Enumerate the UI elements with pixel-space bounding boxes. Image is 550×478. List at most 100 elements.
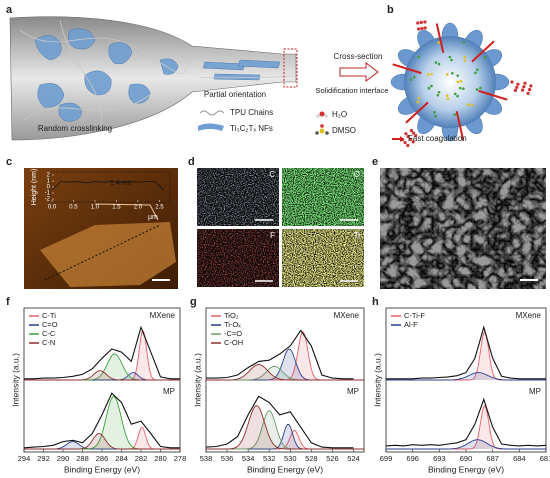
molecule xyxy=(409,128,414,133)
arrow xyxy=(471,40,495,63)
x-tick-label: 528 xyxy=(305,454,318,463)
x-tick-label: 536 xyxy=(221,454,234,463)
molecule xyxy=(479,86,482,90)
axis-title: Binding Energy (eV) xyxy=(428,464,504,474)
molecule xyxy=(417,55,421,59)
fit-component xyxy=(206,423,364,450)
spectrum xyxy=(205,395,354,449)
molecule xyxy=(458,86,462,90)
x-tick-label: 693 xyxy=(433,454,446,463)
x-tick-label: 286 xyxy=(96,454,109,463)
x-tick-label: 684 xyxy=(513,454,526,463)
legend-label: C-Ti xyxy=(42,311,56,320)
x-tick-label: 278 xyxy=(174,454,187,463)
x-tick-label: 538 xyxy=(200,454,213,463)
molecule xyxy=(417,96,421,100)
x-tick-label: 690 xyxy=(460,454,473,463)
annotation: 1.4 nm xyxy=(110,180,132,187)
fit-component xyxy=(386,372,546,381)
molecule xyxy=(437,41,441,44)
axis-title: Binding Energy (eV) xyxy=(64,464,140,474)
molecule xyxy=(515,85,519,89)
molecule xyxy=(417,27,421,31)
spectrum-label: MP xyxy=(529,387,541,396)
molecule xyxy=(456,94,459,98)
molecule xyxy=(416,100,420,104)
molecule xyxy=(467,103,470,106)
arrow xyxy=(478,89,508,101)
x-tick-label: 1.5 xyxy=(112,205,121,211)
axis-title: Intensity (a.u.) xyxy=(10,353,20,407)
x-tick-label: 699 xyxy=(380,454,393,463)
axis-title: Intensity (a.u.) xyxy=(372,353,382,407)
molecule xyxy=(434,114,437,118)
fit-component xyxy=(24,433,180,450)
legend-icon xyxy=(199,110,225,116)
molecule xyxy=(406,143,410,148)
annotation: Partial orientation xyxy=(204,90,266,99)
molecule xyxy=(529,84,533,88)
spectrum-label: MXene xyxy=(516,311,542,320)
molecule xyxy=(451,72,454,75)
molecule xyxy=(430,84,433,88)
map-label: F xyxy=(270,231,275,240)
legend-label: C-OH xyxy=(224,338,243,347)
x-tick-label: 2.5 xyxy=(155,205,164,211)
molecule xyxy=(476,68,479,72)
x-tick-label: 524 xyxy=(347,454,360,463)
flake-edge xyxy=(94,203,159,221)
molecule xyxy=(527,88,532,92)
x-tick-label: 292 xyxy=(37,454,50,463)
x-tick-label: 530 xyxy=(284,454,297,463)
x-tick-label: 2.0 xyxy=(134,205,143,211)
molecule xyxy=(437,62,441,66)
tpu-chains xyxy=(19,19,295,131)
molecule xyxy=(445,94,449,98)
profile-line xyxy=(44,224,161,281)
eds-maps: C O F Ti xyxy=(197,168,364,287)
panel-label: b xyxy=(387,4,394,16)
molecule xyxy=(462,87,465,91)
sphere xyxy=(390,20,533,148)
molecule xyxy=(408,137,413,141)
sem-texture xyxy=(380,168,546,289)
fit-component xyxy=(386,439,546,450)
axis-title: Height (nm) xyxy=(31,169,38,206)
molecule xyxy=(434,61,438,64)
x-tick-label: 696 xyxy=(406,454,419,463)
molecule xyxy=(420,26,424,31)
molecule xyxy=(445,73,449,76)
molecule xyxy=(456,80,460,84)
spectrum xyxy=(206,329,354,380)
spectrum-label: MXene xyxy=(150,311,176,320)
panel-label: g xyxy=(190,296,197,308)
legend-label: Al-F xyxy=(404,320,418,329)
molecule xyxy=(513,88,518,93)
molecule xyxy=(436,93,440,97)
molecule xyxy=(483,55,487,59)
x-tick-label: 284 xyxy=(115,454,128,463)
molecule xyxy=(510,80,514,84)
eds-signal xyxy=(197,168,279,226)
molecule xyxy=(414,133,418,138)
eds-signal xyxy=(197,229,279,287)
x-tick-label: 526 xyxy=(326,454,339,463)
x-tick-label: 290 xyxy=(57,454,70,463)
x-tick-label: 0.0 xyxy=(48,205,57,211)
height-profile xyxy=(51,181,164,191)
molecule xyxy=(456,74,460,77)
molecule xyxy=(419,20,423,24)
molecule xyxy=(411,140,415,144)
y-tick-label: 2 xyxy=(47,173,51,179)
spectrum-label: MP xyxy=(163,387,175,396)
map-label: C xyxy=(269,170,275,179)
annotation: Fast coagulation xyxy=(408,134,467,143)
molecule xyxy=(437,90,441,94)
legend-label: C-C xyxy=(42,329,56,338)
panel-label: d xyxy=(188,156,195,168)
molecule xyxy=(470,103,474,107)
molecule xyxy=(463,59,467,62)
legend-label: TPU Chains xyxy=(230,108,273,117)
molecule xyxy=(427,86,431,90)
x-tick-label: 282 xyxy=(135,454,148,463)
